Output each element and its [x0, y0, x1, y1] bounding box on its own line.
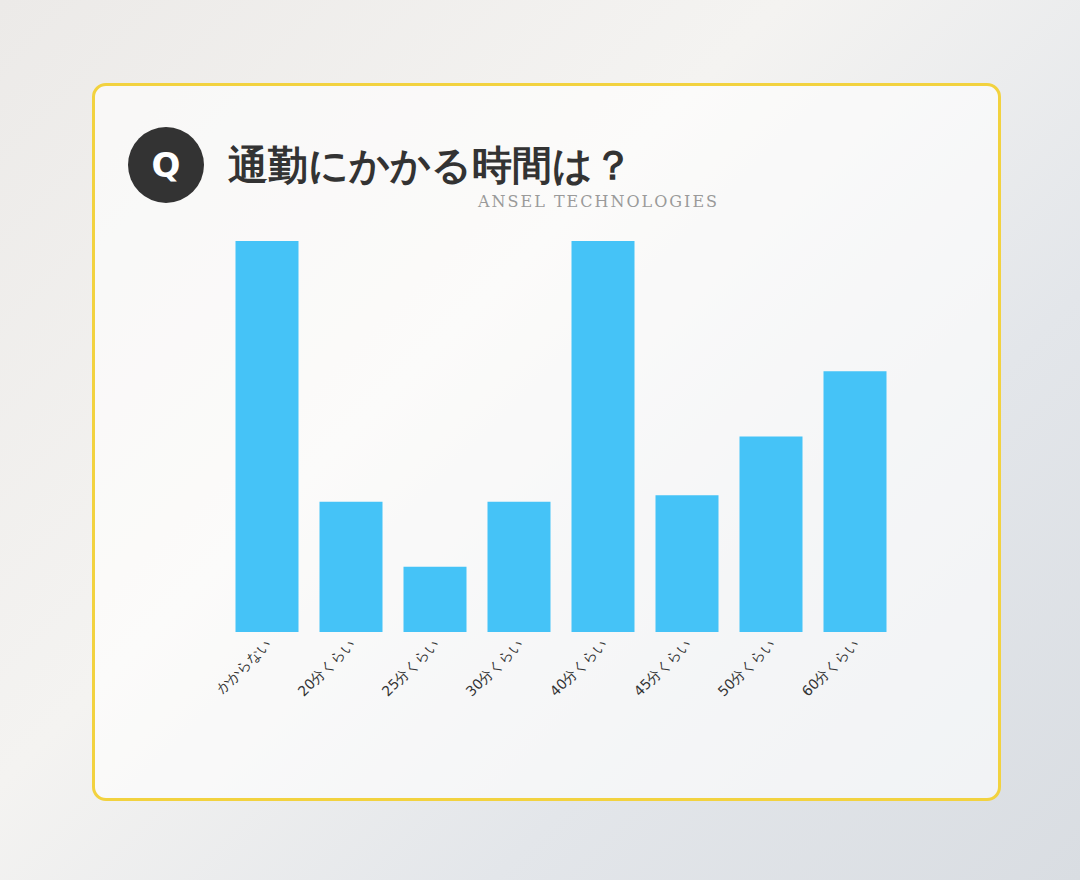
html-text:ANSEL TECHNOLOGIES: ANSEL TECHNOLOGIES [478, 192, 720, 211]
svg-text:45分くらい: 45分くらい [631, 636, 695, 700]
svg-text:60分くらい: 60分くらい [799, 636, 863, 700]
svg-text:30分くらい: 30分くらい [463, 636, 527, 700]
svg-text:かからない: かからない [213, 636, 274, 697]
svg-text:25分くらい: 25分くらい [379, 636, 443, 700]
html-text:通勤にかかる時間は？: 通勤にかかる時間は？ [228, 142, 633, 188]
svg-text:40分くらい: 40分くらい [547, 636, 611, 700]
svg-text:20分くらい: 20分くらい [295, 636, 359, 700]
svg-text:50分くらい: 50分くらい [715, 636, 779, 700]
html-text:Q: Q [151, 145, 181, 185]
